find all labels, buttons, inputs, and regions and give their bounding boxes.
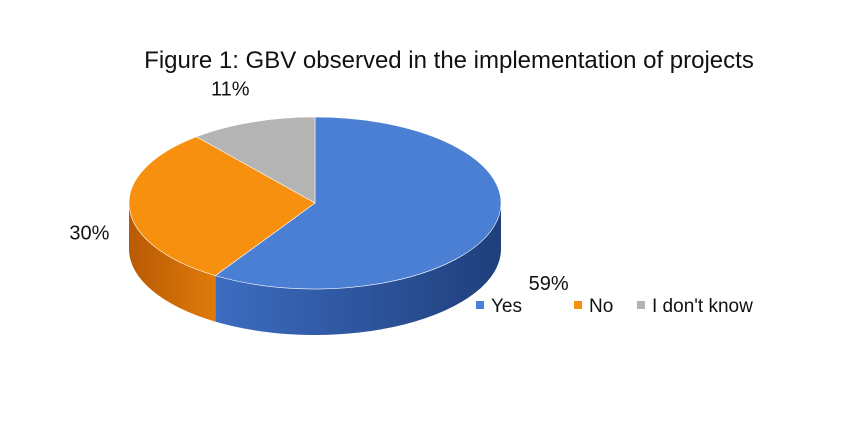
legend-item-no: No [574, 296, 613, 317]
legend-item-i-don-t-know: I don't know [637, 296, 753, 317]
pie-slice-i-don-t-know [195, 116, 316, 204]
legend: Yes No I don't know [476, 296, 753, 317]
data-label-no: 30% [69, 223, 109, 245]
legend-swatch-i-don-t-know [637, 301, 645, 309]
data-label-yes: 59% [529, 273, 569, 295]
pie-tops [128, 116, 502, 290]
legend-swatch-no [574, 301, 582, 309]
legend-swatch-yes [476, 301, 484, 309]
legend-item-yes: Yes [476, 296, 522, 317]
data-label-i-don-t-know: 11% [211, 78, 250, 100]
pie-labels: 59% 30% 11% [69, 78, 568, 295]
pie-sides [129, 203, 502, 336]
pie-slice-yes [214, 116, 502, 290]
pie-side-no [129, 203, 216, 322]
legend-label-yes: Yes [491, 296, 522, 317]
pie-slice-no [128, 136, 316, 276]
legend-label-no: No [589, 296, 613, 317]
pie-side-yes [215, 203, 502, 336]
legend-label-i-don-t-know: I don't know [652, 296, 753, 317]
chart-title: Figure 1: GBV observed in the implementa… [144, 47, 754, 74]
